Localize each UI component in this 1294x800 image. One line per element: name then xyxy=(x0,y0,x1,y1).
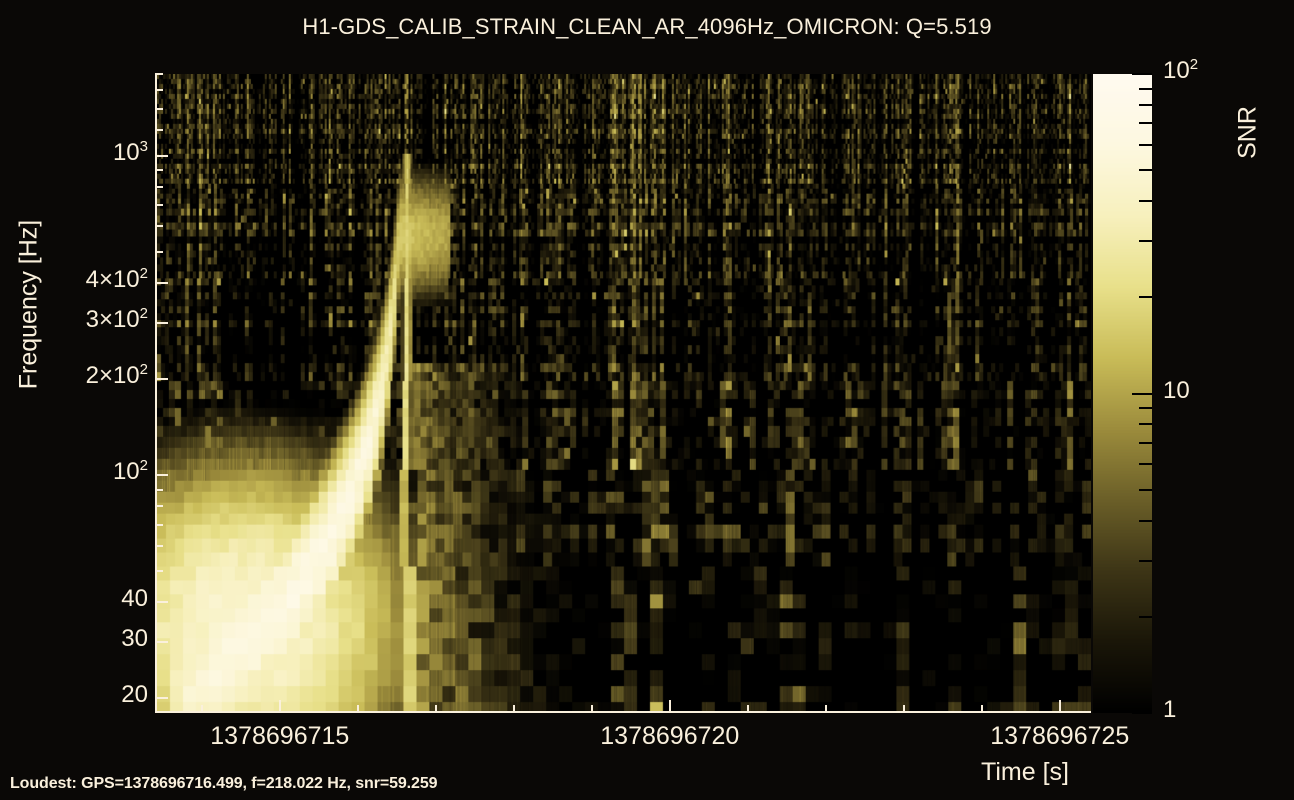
y-axis-minor-tick xyxy=(155,488,163,491)
colorbar-minor-tick xyxy=(1139,122,1152,125)
colorbar-minor-tick xyxy=(1139,143,1152,146)
y-axis-minor-tick xyxy=(155,505,163,508)
colorbar-minor-tick xyxy=(1139,407,1152,410)
y-axis-minor-tick xyxy=(155,169,163,172)
y-axis-tick-label: 20 xyxy=(121,681,148,709)
x-axis-minor-tick xyxy=(356,705,359,713)
colorbar-minor-tick xyxy=(1139,519,1152,522)
colorbar-ticks xyxy=(1093,73,1152,714)
x-axis-minor-tick xyxy=(980,705,983,713)
colorbar-minor-tick xyxy=(1139,169,1152,172)
colorbar-minor-tick xyxy=(1139,615,1152,618)
colorbar-tick-label: 102 xyxy=(1163,56,1199,84)
y-axis-minor-tick xyxy=(155,250,163,253)
y-axis-major-tick xyxy=(155,641,168,644)
colorbar-minor-tick xyxy=(1139,240,1152,243)
colorbar-major-tick xyxy=(1132,73,1152,75)
x-axis-tick-label: 1378696725 xyxy=(990,722,1130,750)
x-axis-major-tick xyxy=(278,700,281,713)
colorbar-minor-tick xyxy=(1139,423,1152,426)
y-axis-major-tick xyxy=(155,601,168,604)
colorbar-tick-label: 10 xyxy=(1163,376,1190,404)
colorbar-title: SNR xyxy=(1233,106,1262,159)
y-axis-major-tick xyxy=(155,281,168,284)
spectrogram-plot-area xyxy=(155,74,1091,713)
colorbar-minor-tick xyxy=(1139,296,1152,299)
colorbar-minor-tick xyxy=(1139,87,1152,90)
y-axis-major-tick xyxy=(155,474,168,477)
y-axis-minor-tick xyxy=(155,225,163,228)
y-axis-tick-label: 102 xyxy=(112,457,148,486)
y-axis-tick-label: 4×102 xyxy=(85,264,148,293)
colorbar-major-tick xyxy=(1132,712,1152,714)
y-axis-tick-label: 3×102 xyxy=(85,304,148,333)
y-axis-tick-label: 103 xyxy=(112,137,148,166)
colorbar-minor-tick xyxy=(1139,488,1152,491)
x-axis-minor-tick xyxy=(590,705,593,713)
x-axis-tick-label: 1378696715 xyxy=(210,722,350,750)
loudest-event-annotation: Loudest: GPS=1378696716.499, f=218.022 H… xyxy=(10,775,438,792)
x-axis-major-tick xyxy=(1058,700,1061,713)
page-title: H1-GDS_CALIB_STRAIN_CLEAN_AR_4096Hz_OMIC… xyxy=(302,14,992,39)
colorbar-minor-tick xyxy=(1139,200,1152,203)
y-axis-major-tick xyxy=(155,321,168,324)
x-axis-tick-label: 1378696720 xyxy=(600,722,740,750)
x-axis-minor-tick xyxy=(746,705,749,713)
colorbar-minor-tick xyxy=(1139,441,1152,444)
y-axis-major-tick xyxy=(155,377,168,380)
y-axis-minor-tick xyxy=(155,129,163,132)
y-axis-minor-tick xyxy=(155,544,163,547)
y-axis-major-tick xyxy=(155,697,168,700)
y-axis-minor-tick xyxy=(155,204,163,207)
spectrogram-image xyxy=(157,74,1091,711)
y-axis-tick-label: 30 xyxy=(121,625,148,653)
x-axis-minor-tick xyxy=(200,705,203,713)
y-axis-tick-label: 2×102 xyxy=(85,360,148,389)
y-axis-minor-tick xyxy=(155,107,163,110)
y-axis-major-tick xyxy=(155,154,168,157)
x-axis-minor-tick xyxy=(824,705,827,713)
colorbar-minor-tick xyxy=(1139,463,1152,466)
y-axis-title: Frequency [Hz] xyxy=(14,219,43,390)
x-axis-minor-tick xyxy=(512,705,515,713)
colorbar-tick-label: 1 xyxy=(1163,696,1177,723)
y-axis-minor-tick xyxy=(155,185,163,188)
y-axis-tick-label: 40 xyxy=(121,585,148,613)
y-axis-minor-tick xyxy=(155,73,163,75)
y-axis-minor-tick xyxy=(155,570,163,573)
x-axis-minor-tick xyxy=(902,705,905,713)
colorbar-minor-tick xyxy=(1139,103,1152,106)
colorbar-minor-tick xyxy=(1139,559,1152,562)
y-axis-minor-tick xyxy=(155,523,163,526)
x-axis-major-tick xyxy=(668,700,671,713)
y-axis-minor-tick xyxy=(155,89,163,92)
x-axis-title: Time [s] xyxy=(981,758,1069,786)
colorbar-major-tick xyxy=(1132,392,1152,395)
x-axis-minor-tick xyxy=(434,705,437,713)
